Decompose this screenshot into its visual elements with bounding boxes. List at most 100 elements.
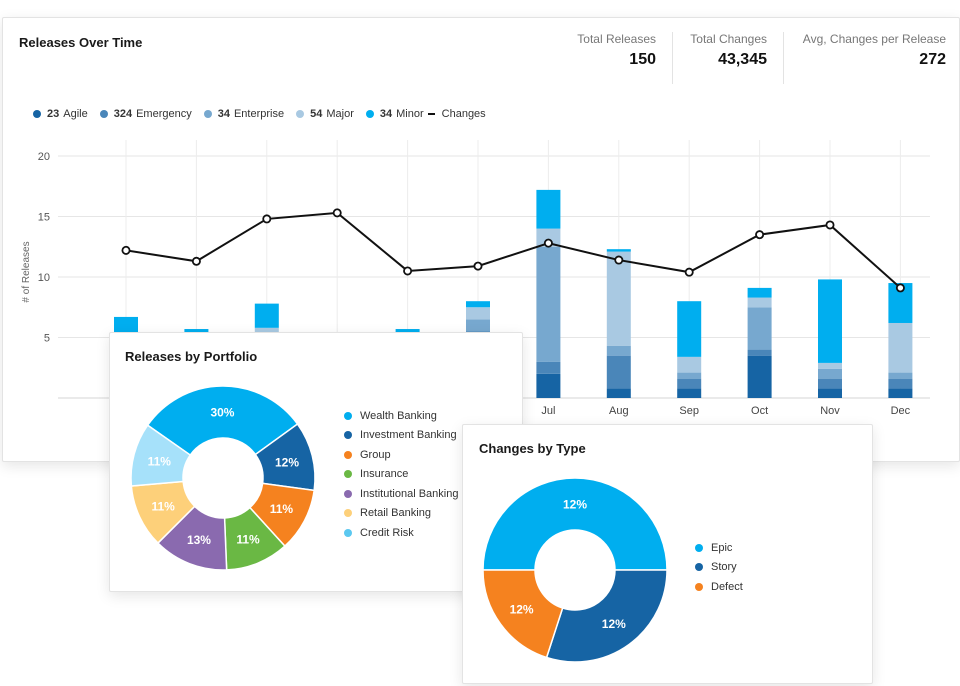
- card-title: Releases by Portfolio: [125, 349, 258, 364]
- y-tick-label: 15: [38, 212, 50, 224]
- bar-segment-major: [677, 356, 702, 373]
- slice-epic: [482, 477, 668, 571]
- legend-count: 324: [113, 108, 133, 120]
- legend-item-institutional-banking[interactable]: Institutional Banking: [344, 484, 458, 504]
- bar-segment-major: [536, 228, 561, 247]
- legend-marker: [296, 110, 305, 118]
- legend-marker: [344, 431, 352, 440]
- bar-segment-minor: [536, 189, 561, 229]
- y-axis-label: # of Releases: [21, 241, 32, 302]
- legend-label: Wealth Banking: [360, 409, 437, 422]
- releases-bar-chart: 5 10 15 20 # of Releases Jul Aug Sep Oct Nov Dec: [21, 140, 930, 417]
- changes-point: [895, 283, 905, 293]
- portfolio-donut-chart: 30% 12% 11% 11% 13% 11% 11%: [130, 385, 316, 571]
- y-tick-label: 10: [38, 272, 50, 284]
- bar-segment-enterprise: [606, 345, 631, 356]
- legend-count: 34: [217, 108, 230, 120]
- bar-segment-enterprise: [536, 246, 561, 362]
- bar-segment-major: [888, 322, 913, 373]
- legend-marker: [344, 489, 352, 498]
- x-tick-label: Nov: [820, 405, 840, 417]
- changes-point: [473, 261, 483, 271]
- legend-marker: [99, 110, 108, 118]
- stat-value: 272: [919, 51, 946, 68]
- stat-divider: [783, 32, 784, 84]
- x-tick-label: Aug: [609, 405, 629, 417]
- slice-value-label: 12%: [602, 617, 626, 631]
- slice-credit-risk: [130, 424, 192, 487]
- bar-segment-minor: [254, 303, 279, 328]
- slice-value-label: 12%: [563, 498, 587, 512]
- legend-marker: [344, 509, 352, 518]
- legend-item-major[interactable]: 54 Major: [296, 108, 354, 120]
- bar-segment-enterprise: [466, 319, 490, 332]
- slice-value-label: 11%: [236, 533, 260, 547]
- legend-line-marker: [427, 113, 435, 115]
- bar-segment-minor: [606, 249, 631, 252]
- legend-item-emergency[interactable]: 324 Emergency: [99, 108, 192, 120]
- legend-label: Story: [711, 561, 737, 574]
- changes-point: [332, 208, 342, 218]
- changes-point: [121, 245, 131, 255]
- legend-item-minor[interactable]: 34 Minor: [365, 108, 424, 120]
- slice-value-label: 11%: [152, 499, 176, 513]
- legend-label: Defect: [711, 580, 743, 593]
- bar-segment-emergency: [606, 355, 631, 389]
- legend-item-credit-risk[interactable]: Credit Risk: [344, 523, 458, 543]
- legend-label: Minor: [396, 108, 424, 120]
- changes-point: [755, 230, 765, 240]
- legend-item-story[interactable]: Story: [695, 558, 743, 578]
- changes-by-type-card: Changes by Type 12% 12% 12% Epic Story Defec…: [462, 424, 873, 684]
- legend-label: Enterprise: [233, 108, 285, 120]
- legend-label: Changes: [441, 108, 486, 120]
- legend-item-insurance[interactable]: Insurance: [344, 465, 458, 485]
- slice-defect: [482, 569, 564, 659]
- slice-value-label: 12%: [275, 455, 299, 469]
- legend-label: Insurance: [360, 468, 409, 481]
- stat-label: Avg, Changes per Release: [802, 32, 946, 46]
- bar-segment-agile: [818, 388, 842, 398]
- bar-segment-major: [466, 307, 490, 320]
- legend-count: 34: [379, 108, 393, 120]
- legend-item-defect[interactable]: Defect: [695, 577, 743, 597]
- slice-value-label: 11%: [270, 502, 294, 516]
- legend-label: Major: [326, 108, 354, 120]
- legend-marker: [695, 582, 703, 591]
- slice-value-label: 30%: [210, 406, 234, 420]
- legend-label: Emergency: [136, 108, 192, 120]
- legend-item-group[interactable]: Group: [344, 445, 458, 465]
- legend-marker: [344, 411, 352, 420]
- chart-legend: 23 Agile 324 Emergency 34 Enterprise 54 Majo…: [33, 108, 498, 120]
- legend-label: Institutional Banking: [360, 487, 459, 500]
- bar-segment-minor: [818, 279, 842, 363]
- bar-segment-emergency: [747, 349, 772, 356]
- legend-marker: [344, 450, 352, 459]
- bar-segment-major: [818, 362, 842, 369]
- legend-item-enterprise[interactable]: 34 Enterprise: [203, 108, 285, 120]
- bar-segment-enterprise: [818, 368, 842, 379]
- x-tick-label: Dec: [891, 405, 911, 417]
- legend-item-agile[interactable]: 23 Agile: [33, 108, 88, 120]
- bar-segment-minor: [677, 301, 702, 357]
- legend-item-retail-banking[interactable]: Retail Banking: [344, 504, 458, 524]
- bar-segment-agile: [888, 388, 913, 398]
- legend-label: Credit Risk: [360, 526, 414, 539]
- legend-marker: [33, 110, 41, 118]
- stat-value: 43,345: [718, 51, 767, 68]
- stat-label: Total Changes: [690, 32, 767, 46]
- legend-marker: [344, 470, 352, 479]
- bar-segment-agile: [677, 388, 702, 398]
- changes-point: [543, 238, 553, 248]
- x-tick-label: Sep: [679, 405, 699, 417]
- legend-item-epic[interactable]: Epic: [695, 538, 743, 558]
- x-tick-label: Jul: [541, 405, 555, 417]
- legend-marker: [695, 543, 703, 552]
- bar-segment-emergency: [536, 361, 561, 374]
- bar-segment-major: [606, 251, 631, 346]
- x-tick-label: Oct: [751, 405, 768, 417]
- legend-item-wealth-banking[interactable]: Wealth Banking: [344, 406, 458, 426]
- legend-item-changes[interactable]: Changes: [427, 108, 486, 120]
- changes-point: [614, 255, 624, 265]
- legend-item-investment-banking[interactable]: Investment Banking: [344, 426, 458, 446]
- bar-segment-emergency: [677, 378, 702, 389]
